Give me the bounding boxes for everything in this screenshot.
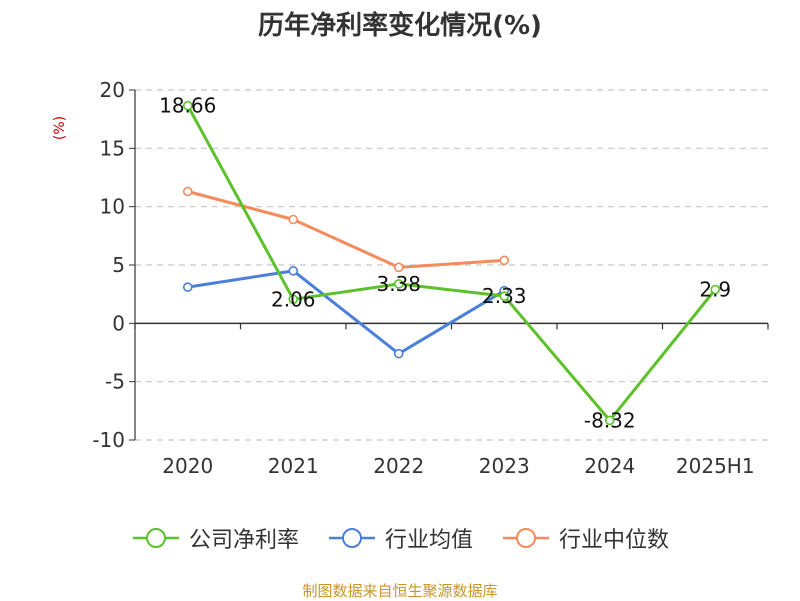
series-0 [182,100,721,426]
series-lines [182,100,721,426]
x-tick-label-1: 2021 [268,454,319,478]
point-1-0 [182,282,193,292]
x-tick-label-3: 2023 [479,454,530,478]
legend-swatch-2 [503,528,549,548]
legend-item-0[interactable]: 公司净利率 [131,522,299,554]
point-0-3 [499,291,510,301]
point-0-0 [182,100,193,111]
point-0-2 [393,279,404,289]
legend-label-2: 行业中位数 [559,528,670,553]
legend-label-1: 行业均值 [384,528,473,553]
x-tick-label-5: 2025H1 [676,454,755,478]
series-line-1 [187,269,506,356]
legend-swatch-1 [328,528,375,548]
legend-swatch-0 [132,528,179,548]
point-0-5 [710,284,721,295]
data-label-0: 18.66 [159,94,216,118]
point-1-1 [288,266,299,276]
y-tick-label-6: -10 [92,428,125,452]
data-label-5: 2.9 [699,278,731,302]
series-1 [182,266,510,359]
point-2-3 [499,255,510,266]
data-label-3: 2.33 [482,284,527,308]
y-tick-label-5: -5 [105,370,125,394]
x-tick-label-4: 2024 [584,454,635,478]
source-note: 制图数据来自恒生聚源数据库 [302,582,498,600]
y-tick-label-2: 10 [100,195,125,219]
series-line-2 [187,190,505,269]
x-tick-label-2: 2022 [373,454,424,478]
point-1-2 [393,348,404,359]
point-2-2 [393,262,404,273]
series-line-0 [186,104,717,422]
legend-item-2[interactable]: 行业中位数 [501,522,669,554]
x-tick-label-0: 2020 [162,454,213,478]
point-2-1 [288,214,299,225]
axes: 20 15 10 5 0 -5 -10 2020 2021 2022 2023 2024 2025H1 [92,78,769,478]
y-tick-label-0: 20 [100,78,125,102]
data-label-1: 2.06 [271,287,316,311]
point-0-4 [604,415,615,426]
legend-label-0: 公司净利率 [188,528,299,553]
point-0-1 [288,294,299,305]
point-2-0 [182,186,193,197]
data-labels: 18.66 2.06 3.38 2.33 -8.32 2.9 [159,94,731,433]
data-label-2: 3.38 [376,272,421,296]
series-2 [182,186,510,273]
legend-item-1[interactable]: 行业均值 [327,522,473,554]
legend: 公司净利率 行业均值 行业中位数 [0,522,800,554]
y-tick-label-4: 0 [112,311,125,335]
y-tick-label-1: 15 [100,136,125,160]
data-label-4: -8.32 [584,408,636,432]
y-tick-label-3: 5 [112,253,125,277]
chart-title: 历年净利率变化情况(%) [258,11,542,41]
